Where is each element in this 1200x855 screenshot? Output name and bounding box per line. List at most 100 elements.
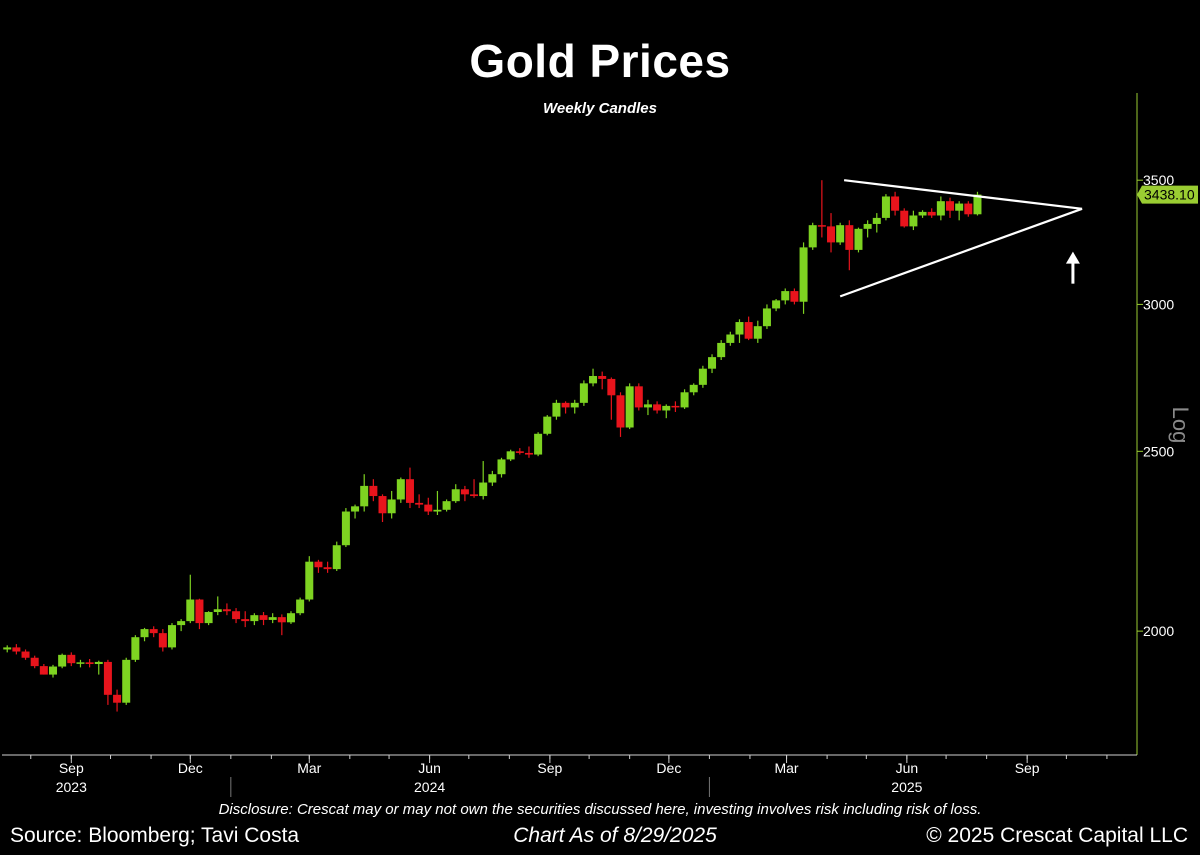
candle-body — [222, 609, 231, 612]
candle-body — [872, 217, 881, 224]
x-tick-label: Sep — [1015, 760, 1040, 776]
axes — [2, 93, 1143, 797]
x-tick-label: Mar — [297, 760, 321, 776]
x-tick-label: Jun — [418, 760, 441, 776]
candle-body — [772, 300, 781, 309]
candle-body — [177, 621, 186, 626]
year-label: 2025 — [891, 779, 922, 795]
candle-body — [762, 308, 771, 327]
candle-body — [405, 479, 414, 503]
candle-body — [332, 545, 341, 570]
candle-body — [827, 226, 836, 243]
candle-body — [479, 482, 488, 497]
candle-body — [854, 228, 863, 250]
candle-body — [378, 496, 387, 514]
candle-body — [708, 357, 717, 369]
candle-body — [918, 211, 927, 216]
candle-body — [103, 661, 112, 695]
candle-body — [341, 511, 350, 546]
candle-body — [717, 342, 726, 358]
candle-body — [158, 633, 167, 648]
candle-body — [616, 395, 625, 428]
candle-body — [570, 402, 579, 408]
x-tick-label: Dec — [178, 760, 203, 776]
candle-body — [351, 506, 360, 512]
candle-body — [735, 322, 744, 335]
candle-body — [790, 291, 799, 302]
candle-body — [250, 615, 259, 622]
candle-body — [561, 402, 570, 408]
candle-body — [113, 694, 122, 703]
x-tick-label: Dec — [656, 760, 681, 776]
chart-subtitle: Weekly Candles — [543, 100, 657, 117]
candle-body — [497, 459, 506, 475]
candle-body — [881, 196, 890, 218]
candle-body — [534, 433, 543, 455]
candle-body — [232, 611, 241, 620]
as-of-text: Chart As of 8/29/2025 — [513, 824, 717, 847]
candle-body — [296, 599, 305, 614]
candle-body — [579, 383, 588, 403]
candle-body — [387, 499, 396, 514]
candle-body — [39, 666, 48, 675]
candle-body — [186, 599, 195, 622]
candle-body — [781, 291, 790, 301]
candle-body — [3, 647, 12, 650]
candle-body — [76, 662, 85, 664]
candle-body — [909, 215, 918, 227]
candle-body — [58, 654, 67, 667]
candle-body — [122, 659, 131, 703]
candle-body — [85, 662, 94, 665]
y-tick-label: 3000 — [1143, 296, 1174, 312]
candle-body — [845, 225, 854, 250]
y-axis-label: Log — [1168, 407, 1193, 444]
candle-body — [12, 647, 21, 652]
candle-body — [442, 501, 451, 510]
candle-body — [927, 211, 936, 216]
x-tick-label: Sep — [537, 760, 562, 776]
candle-body — [167, 625, 176, 648]
candle-body — [204, 612, 213, 624]
candle-body — [653, 404, 662, 411]
candle-body — [799, 247, 808, 302]
year-label: 2023 — [56, 779, 87, 795]
candle-body — [936, 201, 945, 216]
last-price-label: 3438.10 — [1144, 187, 1195, 203]
candle-body — [140, 629, 149, 638]
triangle-upper-line — [843, 179, 1083, 210]
chart-title: Gold Prices — [469, 35, 731, 87]
last-price-tag — [1137, 185, 1198, 204]
candle-body — [625, 386, 634, 428]
candle-body — [662, 405, 671, 411]
candle-body — [817, 225, 826, 227]
x-tick-label: Sep — [59, 760, 84, 776]
candle-body — [607, 378, 616, 396]
candle-body — [671, 405, 680, 408]
candle-body — [598, 375, 607, 379]
triangle-lower-line — [839, 207, 1083, 298]
candle-body — [21, 651, 30, 658]
candle-body — [543, 416, 552, 434]
source-text: Source: Bloomberg; Tavi Costa — [10, 824, 300, 847]
candle-body — [698, 368, 707, 385]
candle-body — [753, 326, 762, 339]
candle-body — [259, 615, 268, 620]
candle-body — [277, 617, 286, 623]
candle-body — [424, 504, 433, 512]
candle-body — [30, 657, 39, 667]
candle-body — [726, 334, 735, 343]
candle-body — [48, 666, 57, 675]
candle-body — [643, 404, 652, 408]
candle-body — [323, 567, 332, 570]
candle-body — [470, 494, 479, 497]
y-tick-label: 2500 — [1143, 443, 1174, 459]
candle-body — [360, 485, 369, 507]
triangle-pattern — [839, 179, 1083, 298]
candle-body — [744, 322, 753, 339]
candle-body — [689, 384, 698, 393]
candle-body — [524, 452, 533, 455]
candle-body — [369, 485, 378, 497]
x-tick-label: Mar — [774, 760, 798, 776]
candles — [3, 180, 982, 712]
